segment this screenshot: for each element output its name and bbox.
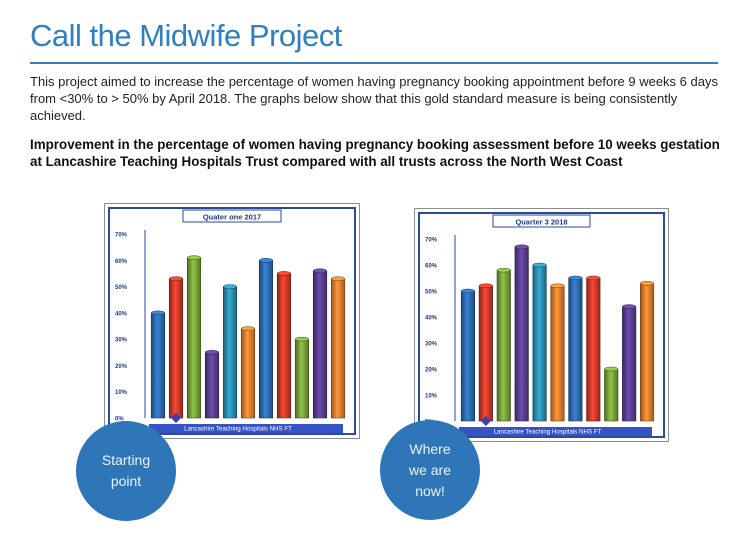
chart-title-box: [182, 209, 282, 223]
y-tick-label: 40%: [425, 316, 438, 322]
bar-top-9: [295, 336, 309, 342]
bar-top-3: [187, 255, 201, 260]
y-tick-label: 50%: [425, 290, 438, 296]
bar-top-7: [259, 258, 273, 263]
x-label-bar: [149, 424, 343, 433]
bar-top-2: [478, 283, 493, 289]
title-divider: [30, 62, 718, 64]
bar-7: [568, 277, 583, 422]
bar-top-8: [277, 271, 291, 276]
bar-11: [639, 282, 655, 422]
bar-top-7: [568, 275, 583, 281]
bar-6: [240, 328, 256, 419]
bar-top-5: [532, 262, 547, 268]
bar-10: [312, 270, 328, 419]
bar-top-4: [205, 350, 219, 355]
bar-7: [258, 259, 274, 419]
y-tick-label: 10%: [425, 394, 438, 400]
bubble-line: point: [110, 473, 142, 489]
bar-4: [204, 351, 220, 419]
bar-top-9: [604, 366, 619, 372]
bar-6: [550, 285, 565, 422]
x-axis-label: Lancashire Teaching Hospitals NHS FT: [494, 429, 602, 436]
intro-paragraph: This project aimed to increase the perce…: [30, 74, 718, 123]
page-title: Call the Midwife Project: [30, 18, 342, 53]
bar-chart-q3-2018: Quarter 3 20180%10%20%30%40%50%60%70%Lan…: [418, 212, 665, 438]
bar-top-2: [169, 276, 183, 281]
y-tick-label: 60%: [115, 259, 128, 265]
chart-title: Quarter 3 2018: [515, 218, 567, 227]
x-label-bar: [459, 427, 652, 436]
bar-2: [478, 285, 493, 422]
bar-1: [150, 312, 166, 419]
bar-top-5: [223, 284, 237, 289]
highlight-marker: [480, 416, 491, 426]
starting-point-text: Starting point: [102, 450, 150, 492]
y-tick-label: 70%: [425, 238, 438, 244]
bar-top-8: [586, 275, 601, 281]
where-we-are-now-text: Where we are now!: [409, 439, 451, 502]
bar-top-3: [496, 267, 511, 273]
bubble-line: Where: [409, 440, 451, 457]
bar-top-11: [640, 280, 655, 286]
y-tick-label: 30%: [115, 338, 128, 344]
bar-top-10: [622, 304, 637, 309]
bar-top-10: [313, 268, 327, 274]
y-tick-label: 40%: [115, 311, 128, 317]
bar-chart-q1-2017: Quater one 2017 0% 10% 20% 30% 40% 50% 60% 70% La…: [108, 207, 356, 435]
bar-9: [294, 338, 310, 419]
bar-top-6: [241, 326, 255, 331]
bar-top-4: [514, 244, 529, 250]
y-tick-label: 0%: [115, 417, 124, 423]
y-tick-label: 20%: [425, 368, 438, 374]
y-tick-label: 50%: [115, 285, 128, 291]
y-tick-label: 70%: [115, 233, 128, 239]
bar-8: [276, 273, 292, 419]
bubble-line: Starting: [101, 452, 151, 468]
bar-top-11: [331, 276, 345, 281]
chart-panel-q3-2018: Quarter 3 20180%10%20%30%40%50%60%70%Lan…: [414, 208, 669, 442]
bar-9: [604, 368, 619, 422]
bar-8: [586, 277, 601, 422]
chart-panel-q1-2017: Quater one 2017 0% 10% 20% 30% 40% 50% 60% 70% La…: [104, 203, 360, 439]
bar-5: [532, 264, 547, 422]
chart-title-box: [492, 214, 591, 228]
y-tick-label: 20%: [115, 364, 128, 370]
bar-top-1: [151, 310, 165, 316]
bubble-line: now!: [415, 482, 445, 499]
bar-3: [496, 269, 511, 422]
bubble-line: we are: [408, 461, 452, 478]
bar-top-6: [550, 283, 565, 289]
y-tick-label: 30%: [425, 342, 438, 348]
bar-2: [168, 278, 184, 419]
highlight-marker: [171, 413, 181, 423]
bar-top-1: [460, 288, 475, 294]
bar-3: [186, 257, 202, 419]
bar-4: [514, 246, 529, 422]
x-axis-label: Lancashire Teaching Hospitals NHS FT: [184, 426, 292, 433]
where-we-are-now-bubble: Where we are now!: [380, 420, 480, 520]
bar-10: [622, 306, 637, 422]
bar-1: [460, 290, 476, 422]
y-tick-label: 60%: [425, 264, 438, 270]
y-tick-label: 10%: [115, 390, 128, 396]
starting-point-bubble: Starting point: [76, 421, 176, 521]
chart-title: Quater one 2017: [203, 213, 261, 222]
chart-section-heading: Improvement in the percentage of women h…: [30, 137, 720, 169]
bar-5: [222, 286, 238, 419]
bar-11: [330, 278, 346, 419]
